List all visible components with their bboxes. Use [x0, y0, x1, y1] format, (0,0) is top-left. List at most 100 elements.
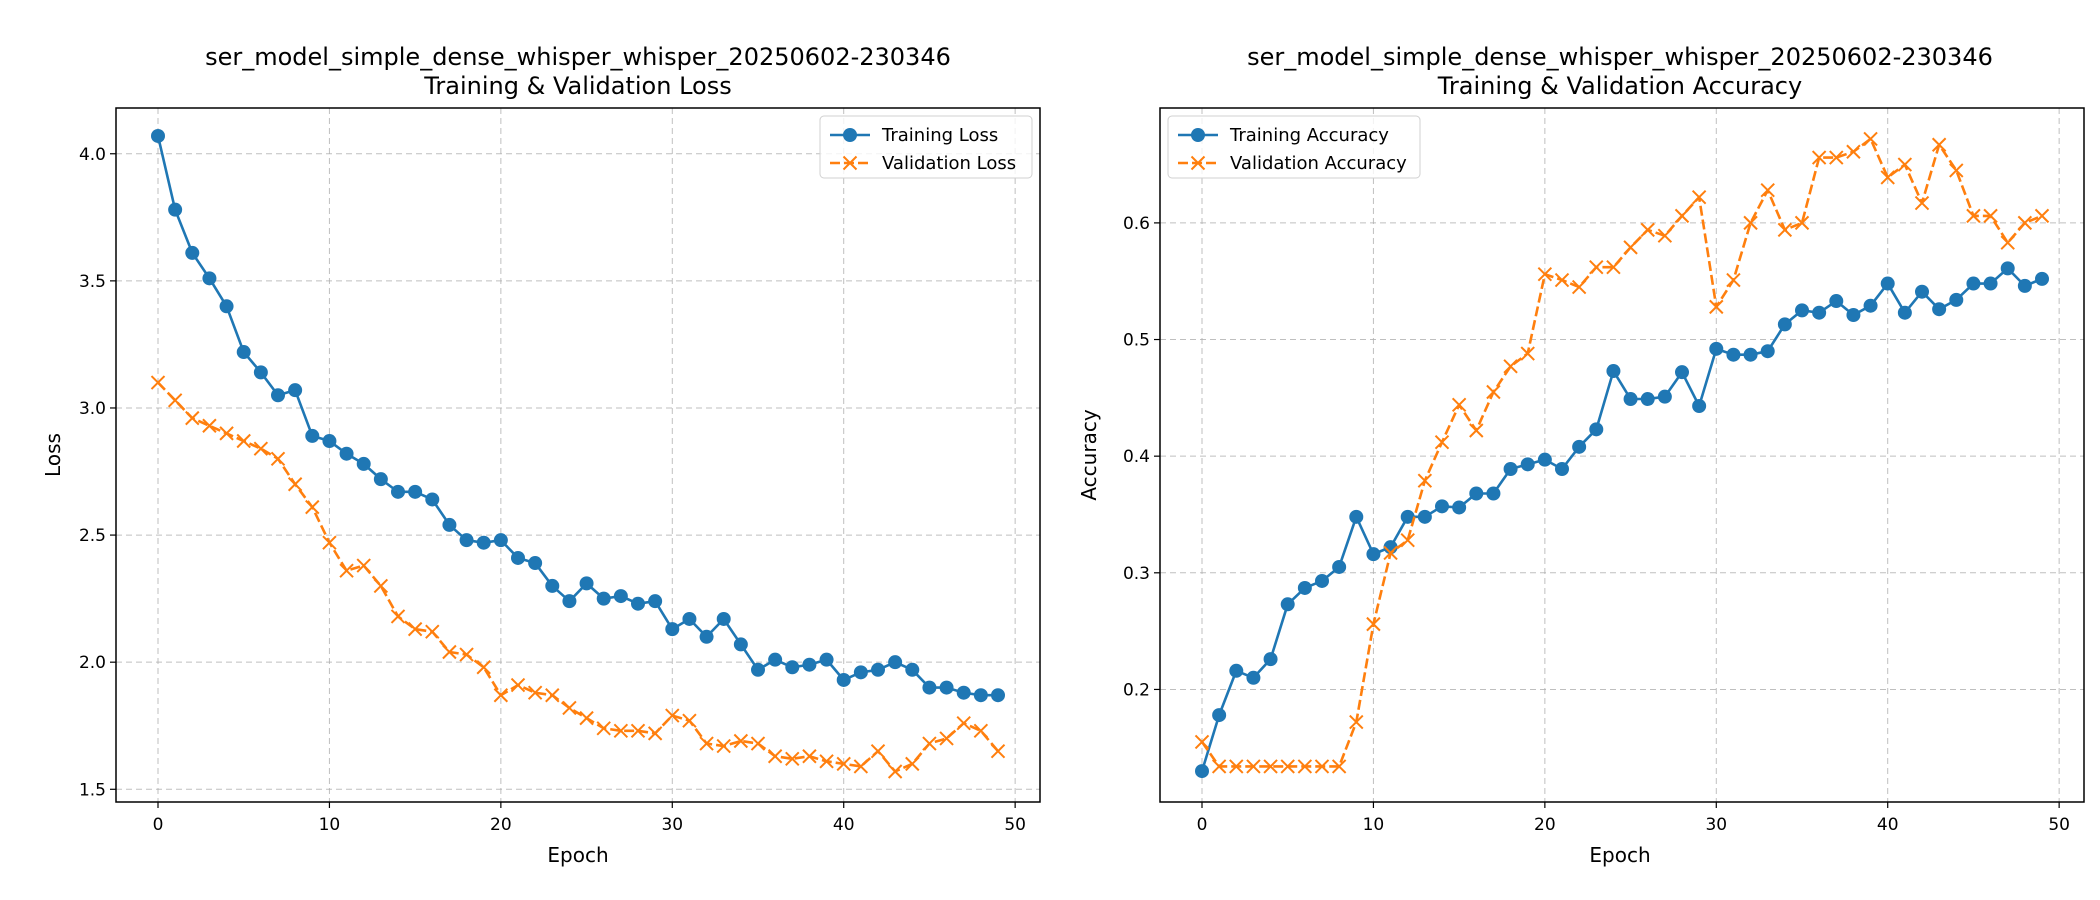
accuracy-chart-data-point: [2000, 261, 2015, 276]
accuracy-chart-data-point: [1349, 714, 1364, 730]
loss-chart-data-point: [733, 637, 748, 652]
accuracy-chart-data-point: [1795, 303, 1809, 318]
accuracy-chart-data-point: [1246, 670, 1261, 685]
loss-chart-x-tick-label: 0: [153, 815, 164, 835]
accuracy-chart-x-tick-label: 20: [1534, 815, 1556, 835]
loss-chart-data-point: [665, 708, 680, 723]
loss-chart-data-point: [939, 680, 954, 695]
loss-chart-data-point: [973, 688, 988, 703]
loss-chart-data-point: [853, 665, 868, 680]
accuracy-chart-data-point: [1726, 347, 1741, 362]
loss-chart-data-point: [322, 434, 337, 449]
loss-chart-data-point: [648, 594, 663, 609]
accuracy-chart-data-point: [1246, 759, 1261, 774]
loss-chart-data-point: [407, 621, 423, 637]
loss-chart-data-point: [442, 644, 457, 660]
accuracy-chart-data-point: [1983, 208, 1998, 224]
accuracy-chart-data-point: [1692, 399, 1707, 414]
loss-chart-series-validation: [150, 375, 1006, 779]
loss-chart-x-tick-label: 30: [661, 815, 683, 835]
loss-chart-data-point: [356, 456, 371, 471]
accuracy-chart-data-point: [1640, 392, 1655, 407]
loss-chart-y-axis-label: Loss: [41, 433, 65, 477]
accuracy-chart-data-point: [1623, 392, 1638, 407]
accuracy-chart-data-point: [1520, 346, 1535, 361]
accuracy-chart-data-point: [2000, 235, 2015, 250]
loss-chart-data-point: [236, 345, 251, 360]
loss-chart-data-point: [459, 647, 474, 662]
loss-chart-x-tick-label: 10: [319, 815, 341, 835]
accuracy-chart-data-point: [1314, 759, 1330, 774]
loss-chart-title-line1: ser_model_simple_dense_whisper_whisper_2…: [205, 43, 951, 71]
accuracy-chart-data-point: [1486, 486, 1501, 501]
accuracy-chart-legend-label: Validation Accuracy: [1230, 153, 1407, 174]
accuracy-chart-data-point: [2035, 271, 2049, 286]
accuracy-chart-data-point: [1846, 308, 1861, 323]
accuracy-chart-grid: [1160, 108, 2084, 802]
accuracy-chart-data-point: [1915, 284, 1929, 299]
accuracy-chart-title-line2: Training & Validation Accuracy: [1437, 72, 1802, 100]
loss-chart-data-point: [922, 736, 937, 751]
accuracy-chart-data-point: [1897, 305, 1912, 320]
loss-chart-data-point: [493, 688, 509, 703]
loss-chart-data-point: [202, 271, 217, 286]
loss-chart-data-point: [373, 578, 389, 594]
accuracy-chart-data-point: [1691, 190, 1707, 205]
accuracy-chart-data-point: [1280, 759, 1295, 774]
loss-chart-data-point: [836, 756, 851, 772]
loss-chart-legend-box: [819, 115, 1033, 179]
accuracy-chart-ticks: 0 10 20 30 40 50 0.2 0.3 0.4 0.5 0.6: [1123, 214, 2070, 835]
loss-chart-data-point: [905, 756, 920, 772]
loss-chart-data-point: [425, 492, 440, 507]
loss-chart-series-training: [151, 128, 1005, 703]
loss-chart-data-point: [545, 578, 560, 593]
loss-chart-data-point: [785, 660, 800, 675]
accuracy-chart-data-point: [1503, 359, 1518, 374]
accuracy-chart-data-point: [1349, 509, 1364, 524]
accuracy-chart-data-point: [1331, 759, 1347, 774]
loss-chart-legend-label: Training Loss: [881, 125, 998, 146]
accuracy-chart-data-point: [1983, 276, 1998, 291]
accuracy-chart-data-point: [1194, 734, 1210, 750]
loss-chart-legend-label: Validation Loss: [882, 153, 1016, 174]
loss-chart-data-point: [630, 723, 646, 739]
loss-chart-data-point: [253, 441, 269, 456]
loss-chart-data-point: [836, 672, 851, 687]
loss-chart-data-point: [425, 624, 440, 639]
loss-chart-data-point: [682, 713, 697, 728]
accuracy-chart-data-point: [1846, 144, 1861, 159]
accuracy-chart-data-point: [1469, 423, 1484, 438]
accuracy-chart-data-point: [1400, 509, 1415, 524]
loss-chart-data-point: [973, 723, 989, 739]
loss-chart-data-point: [819, 754, 834, 769]
accuracy-chart-data-point: [1537, 452, 1552, 467]
accuracy-chart-x-tick-label: 50: [2048, 815, 2070, 835]
accuracy-chart-data-point: [1760, 183, 1775, 198]
loss-chart-data-point: [150, 375, 166, 390]
loss-chart-x-tick-label: 50: [1004, 815, 1026, 835]
accuracy-chart-data-point: [1743, 347, 1758, 362]
accuracy-chart-data-point: [1366, 547, 1381, 562]
loss-chart-data-point: [613, 589, 628, 604]
accuracy-chart-data-point: [1400, 532, 1415, 548]
loss-chart-y-tick-label: 1.5: [79, 780, 106, 800]
accuracy-chart-data-point: [1863, 131, 1878, 147]
accuracy-chart-data-point: [1966, 208, 1981, 224]
accuracy-chart-data-point: [1451, 397, 1467, 413]
accuracy-chart-y-tick-label: 0.3: [1123, 564, 1150, 584]
loss-chart-data-point: [751, 662, 765, 677]
loss-chart-data-point: [716, 611, 731, 626]
accuracy-chart-data-point: [1366, 616, 1381, 632]
loss-chart-data-point: [322, 535, 337, 550]
loss-chart-data-point: [510, 677, 526, 693]
accuracy-chart-x-tick-label: 30: [1705, 815, 1727, 835]
loss-chart-data-point: [236, 433, 251, 449]
accuracy-chart-data-point: [1434, 434, 1450, 450]
accuracy-chart-data-point: [1931, 137, 1947, 152]
loss-chart-data-point: [922, 680, 937, 695]
accuracy-chart-data-point: [1280, 597, 1295, 612]
loss-chart-data-point: [219, 299, 234, 314]
loss-chart-data-point: [750, 736, 766, 751]
